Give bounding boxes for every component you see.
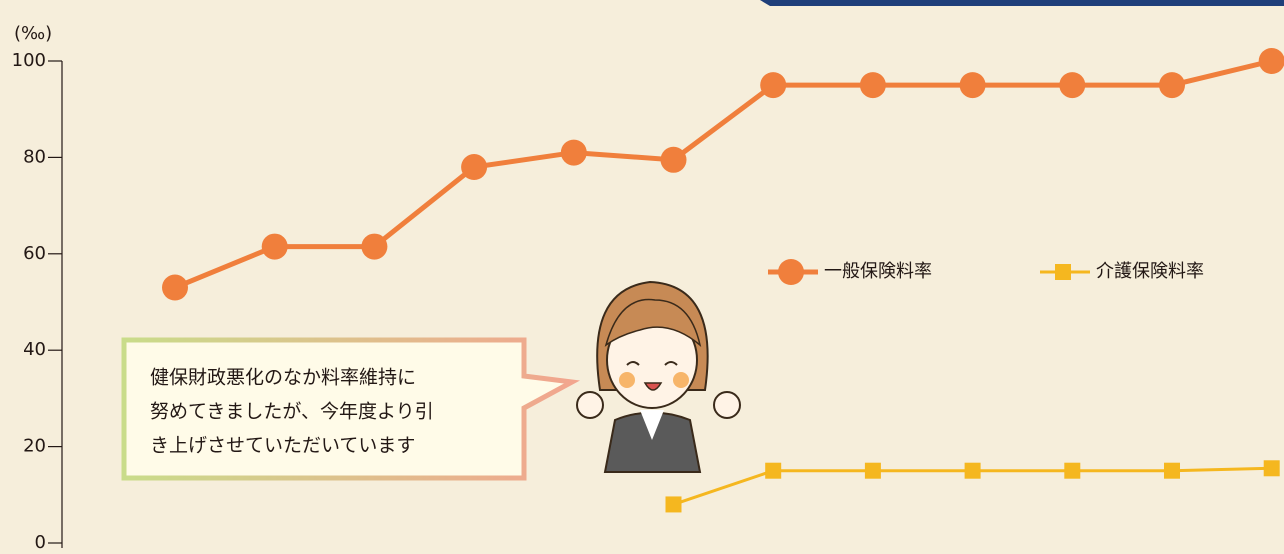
point <box>660 146 687 173</box>
y-tick-label: 60 <box>23 243 46 264</box>
plot: 0 20 40 60 80 100 <box>12 48 1284 553</box>
legend-item: 介護保険料率 <box>1040 261 1204 282</box>
point <box>1055 264 1071 280</box>
legend: 一般保険料率 介護保険料率 <box>768 259 1204 285</box>
point <box>261 233 288 260</box>
point <box>864 462 881 479</box>
speech-bubble: 健保財政悪化のなか料率維持に 努めてきましたが、今年度より引 き上げさせていただ… <box>121 337 581 481</box>
point <box>859 72 886 99</box>
point <box>959 72 986 99</box>
annotation-line: 健保財政悪化のなか料率維持に <box>150 367 416 389</box>
point <box>765 462 782 479</box>
y-tick-label: 100 <box>12 50 46 71</box>
point <box>760 72 787 99</box>
point <box>1059 72 1086 99</box>
legend-label: 一般保険料率 <box>824 261 932 282</box>
series <box>162 48 1284 301</box>
annotation-line: き上げさせていただいています <box>150 435 415 457</box>
character <box>576 280 741 473</box>
point <box>778 259 804 285</box>
legend-label: 介護保険料率 <box>1096 261 1204 282</box>
point <box>1159 72 1185 99</box>
line <box>174 58 1273 290</box>
y-tick-label: 0 <box>35 532 46 553</box>
point <box>964 462 981 479</box>
banner <box>760 0 1284 6</box>
y-tick-label: 20 <box>23 436 46 457</box>
point <box>1064 462 1081 479</box>
y-axis-label: (‰) <box>14 23 52 44</box>
point <box>1263 460 1280 477</box>
point <box>1164 462 1180 479</box>
point <box>162 274 188 301</box>
legend-item: 一般保険料率 <box>768 259 932 285</box>
annotation-line: 努めてきましたが、今年度より引 <box>150 401 434 423</box>
point <box>665 496 682 513</box>
point <box>560 139 587 166</box>
y-tick-label: 80 <box>23 146 46 167</box>
point <box>361 233 388 260</box>
series <box>665 460 1280 513</box>
y-tick-label: 40 <box>23 339 46 360</box>
point <box>461 154 488 181</box>
point <box>1258 48 1284 74</box>
